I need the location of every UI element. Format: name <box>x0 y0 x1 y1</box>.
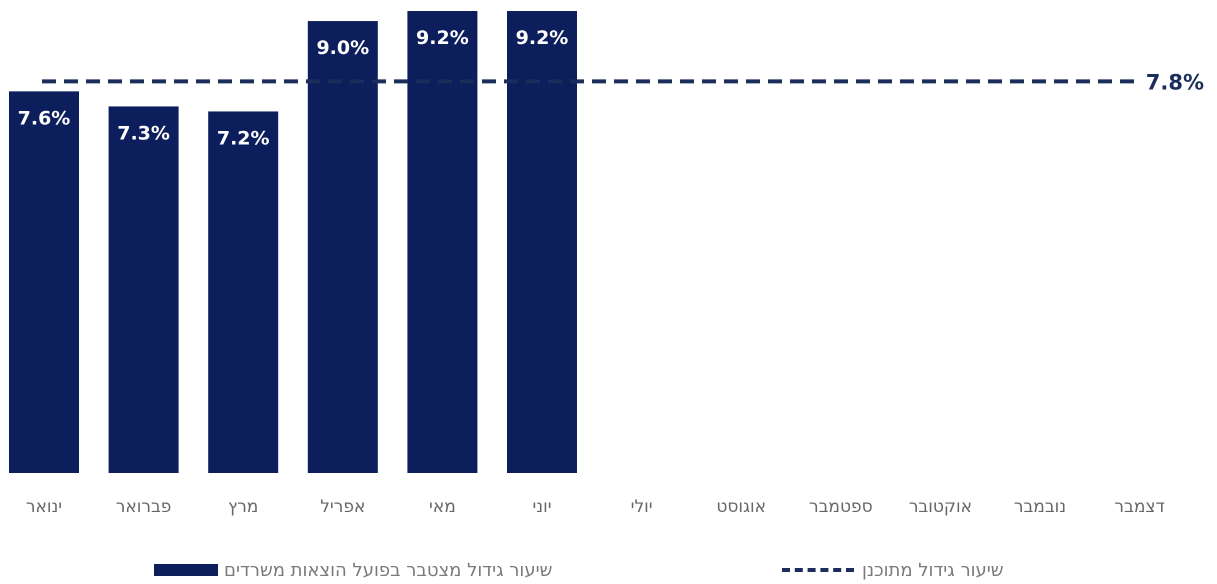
bar-0 <box>9 91 79 473</box>
bar-5 <box>507 11 577 473</box>
planned-growth-label: 7.8% <box>1146 70 1204 94</box>
bar-value-label-2: 7.2% <box>217 127 270 149</box>
bars-group <box>9 11 577 474</box>
legend-swatch-actual <box>154 564 218 576</box>
legend-label-planned: שיעור גידול מתוכנן <box>862 559 1004 581</box>
bar-value-label-1: 7.3% <box>117 122 170 144</box>
bar-value-label-3: 9.0% <box>316 37 369 59</box>
legend-item-planned: שיעור גידול מתוכנן <box>782 556 1004 584</box>
bar-3 <box>307 21 378 474</box>
x-tick-label-2: מרץ <box>228 497 258 517</box>
x-tick-label-7: אוגוסט <box>716 497 766 517</box>
x-tick-label-9: אוקטובר <box>909 497 972 517</box>
bar-4 <box>407 11 478 473</box>
x-tick-label-0: ינואר <box>26 497 62 517</box>
bar-labels-group: 7.6% 7.3% 7.2% 9.0% 9.2% 9.2% <box>18 27 569 149</box>
x-tick-label-3: אפריל <box>320 497 365 517</box>
x-tick-label-8: ספטמבר <box>809 497 873 517</box>
x-tick-label-6: יולי <box>631 497 653 517</box>
bar-value-label-4: 9.2% <box>416 27 469 49</box>
x-tick-label-5: יוני <box>532 497 551 517</box>
bar-value-label-0: 7.6% <box>18 107 71 129</box>
bar-2 <box>208 111 279 474</box>
bar-value-label-5: 9.2% <box>516 27 569 49</box>
legend-label-actual: שיעור גידול מצטבר בפועל הוצאות משרדים <box>224 559 553 581</box>
x-tick-label-1: פברואר <box>116 497 172 517</box>
bar-1 <box>108 106 179 473</box>
legend-swatch-planned <box>782 568 854 572</box>
x-tick-label-11: דצמבר <box>1114 497 1164 517</box>
x-tick-label-10: נובמבר <box>1014 497 1066 517</box>
legend-item-actual: שיעור גידול מצטבר בפועל הוצאות משרדים <box>154 556 552 584</box>
x-tick-label-4: מאי <box>429 497 456 517</box>
x-tick-labels-group: ינואר פברואר מרץ אפריל מאי יוני יולי אוגוסט ספטמ… <box>26 497 1165 517</box>
